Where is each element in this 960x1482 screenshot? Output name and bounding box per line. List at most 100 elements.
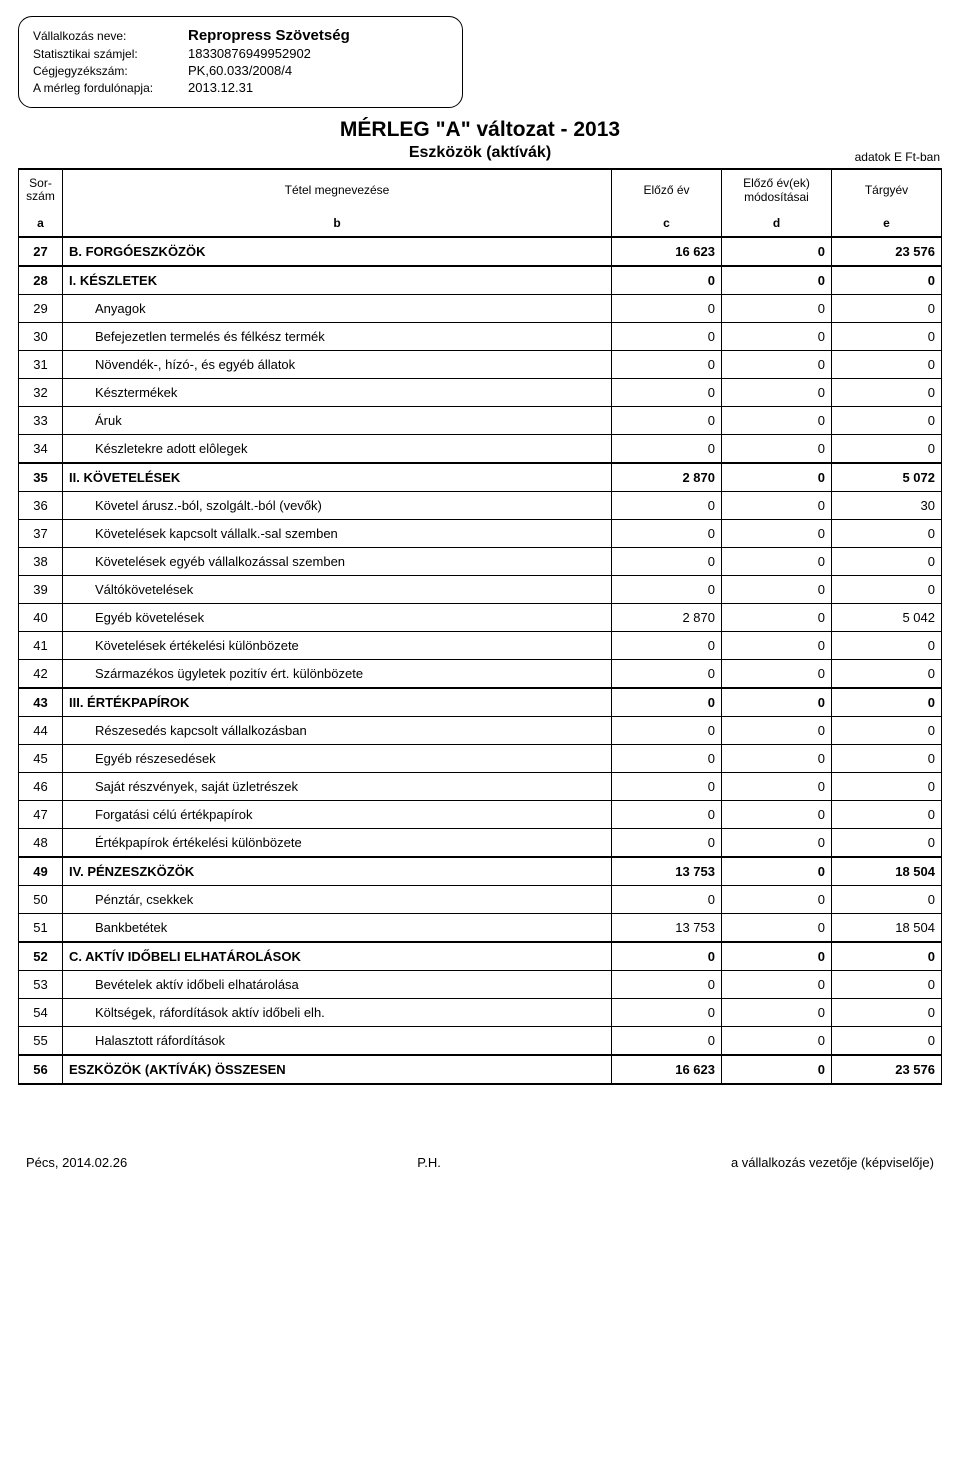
cell-d: 0 <box>722 942 832 971</box>
th-la: a <box>19 210 63 237</box>
cell-e: 18 504 <box>832 857 942 886</box>
cell-d: 0 <box>722 971 832 999</box>
table-letter-row: a b c d e <box>19 210 942 237</box>
cell-sor: 47 <box>19 801 63 829</box>
cell-c: 16 623 <box>612 1055 722 1084</box>
cell-sor: 41 <box>19 632 63 660</box>
table-row: 27B. FORGÓESZKÖZÖK16 623023 576 <box>19 237 942 266</box>
cell-d: 0 <box>722 745 832 773</box>
cell-c: 13 753 <box>612 857 722 886</box>
units-label: adatok E Ft-ban <box>855 150 940 164</box>
table-row: 53Bevételek aktív időbeli elhatárolása00… <box>19 971 942 999</box>
cell-d: 0 <box>722 829 832 858</box>
footer-right: a vállalkozás vezetője (képviselője) <box>731 1155 934 1170</box>
cell-c: 16 623 <box>612 237 722 266</box>
cell-d: 0 <box>722 548 832 576</box>
cell-d: 0 <box>722 266 832 295</box>
th-sor: Sor- szám <box>19 169 63 210</box>
table-row: 42Származékos ügyletek pozitív ért. külö… <box>19 660 942 689</box>
table-row: 29Anyagok000 <box>19 295 942 323</box>
table-row: 54Költségek, ráfordítások aktív időbeli … <box>19 999 942 1027</box>
cell-name: Forgatási célú értékpapírok <box>63 801 612 829</box>
cell-c: 0 <box>612 295 722 323</box>
reg-value: PK,60.033/2008/4 <box>188 63 292 78</box>
cell-c: 0 <box>612 942 722 971</box>
table-row: 47Forgatási célú értékpapírok000 <box>19 801 942 829</box>
cell-c: 0 <box>612 660 722 689</box>
cell-e: 0 <box>832 266 942 295</box>
cell-e: 0 <box>832 351 942 379</box>
th-le: e <box>832 210 942 237</box>
cell-sor: 48 <box>19 829 63 858</box>
table-row: 56ESZKÖZÖK (AKTÍVÁK) ÖSSZESEN16 623023 5… <box>19 1055 942 1084</box>
cell-e: 0 <box>832 942 942 971</box>
cell-sor: 46 <box>19 773 63 801</box>
table-row: 45Egyéb részesedések000 <box>19 745 942 773</box>
cell-e: 0 <box>832 773 942 801</box>
cell-sor: 34 <box>19 435 63 464</box>
table-row: 33Áruk000 <box>19 407 942 435</box>
cell-c: 0 <box>612 829 722 858</box>
table-row: 28I. KÉSZLETEK000 <box>19 266 942 295</box>
cell-d: 0 <box>722 463 832 492</box>
cell-c: 0 <box>612 632 722 660</box>
cell-c: 0 <box>612 351 722 379</box>
table-row: 38Követelések egyéb vállalkozással szemb… <box>19 548 942 576</box>
cell-c: 0 <box>612 407 722 435</box>
cell-c: 2 870 <box>612 604 722 632</box>
cell-d: 0 <box>722 435 832 464</box>
cell-e: 0 <box>832 829 942 858</box>
cell-d: 0 <box>722 379 832 407</box>
cell-d: 0 <box>722 914 832 943</box>
table-row: 30Befejezetlen termelés és félkész termé… <box>19 323 942 351</box>
table-row: 43III. ÉRTÉKPAPÍROK000 <box>19 688 942 717</box>
cell-sor: 39 <box>19 576 63 604</box>
cell-e: 30 <box>832 492 942 520</box>
cell-sor: 50 <box>19 886 63 914</box>
cell-e: 0 <box>832 632 942 660</box>
cell-name: Egyéb követelések <box>63 604 612 632</box>
cell-c: 2 870 <box>612 463 722 492</box>
title-main: MÉRLEG "A" változat - 2013 <box>18 118 942 142</box>
table-row: 34Készletekre adott elôlegek000 <box>19 435 942 464</box>
table-row: 50Pénztár, csekkek000 <box>19 886 942 914</box>
cell-e: 5 042 <box>832 604 942 632</box>
reg-label: Cégjegyzékszám: <box>33 64 188 78</box>
table-row: 39Váltókövetelések000 <box>19 576 942 604</box>
cell-d: 0 <box>722 999 832 1027</box>
cell-sor: 29 <box>19 295 63 323</box>
company-name-value: Repropress Szövetség <box>188 27 350 44</box>
cell-e: 0 <box>832 295 942 323</box>
company-name-row: Vállalkozás neve: Repropress Szövetség <box>33 27 448 44</box>
footer-center: P.H. <box>417 1155 441 1170</box>
table-row: 48Értékpapírok értékelési különbözete000 <box>19 829 942 858</box>
cell-e: 0 <box>832 379 942 407</box>
cell-name: Áruk <box>63 407 612 435</box>
cell-c: 0 <box>612 266 722 295</box>
cell-name: Költségek, ráfordítások aktív időbeli el… <box>63 999 612 1027</box>
cell-d: 0 <box>722 717 832 745</box>
cell-name: Származékos ügyletek pozitív ért. különb… <box>63 660 612 689</box>
cell-sor: 49 <box>19 857 63 886</box>
cell-name: Késztermékek <box>63 379 612 407</box>
cell-name: Követelések kapcsolt vállalk.-sal szembe… <box>63 520 612 548</box>
cell-name: Készletekre adott elôlegek <box>63 435 612 464</box>
cell-sor: 40 <box>19 604 63 632</box>
cell-c: 0 <box>612 492 722 520</box>
cell-name: III. ÉRTÉKPAPÍROK <box>63 688 612 717</box>
cell-c: 0 <box>612 801 722 829</box>
th-lb: b <box>63 210 612 237</box>
th-lc: c <box>612 210 722 237</box>
cell-d: 0 <box>722 801 832 829</box>
cell-c: 0 <box>612 971 722 999</box>
cell-e: 0 <box>832 660 942 689</box>
cell-name: IV. PÉNZESZKÖZÖK <box>63 857 612 886</box>
cell-c: 0 <box>612 999 722 1027</box>
cell-sor: 35 <box>19 463 63 492</box>
cell-d: 0 <box>722 576 832 604</box>
th-sor-l1: Sor- <box>29 176 52 190</box>
cell-name: Váltókövetelések <box>63 576 612 604</box>
date-label: A mérleg fordulónapja: <box>33 81 188 95</box>
cell-e: 23 576 <box>832 1055 942 1084</box>
th-sor-l2: szám <box>26 189 55 203</box>
